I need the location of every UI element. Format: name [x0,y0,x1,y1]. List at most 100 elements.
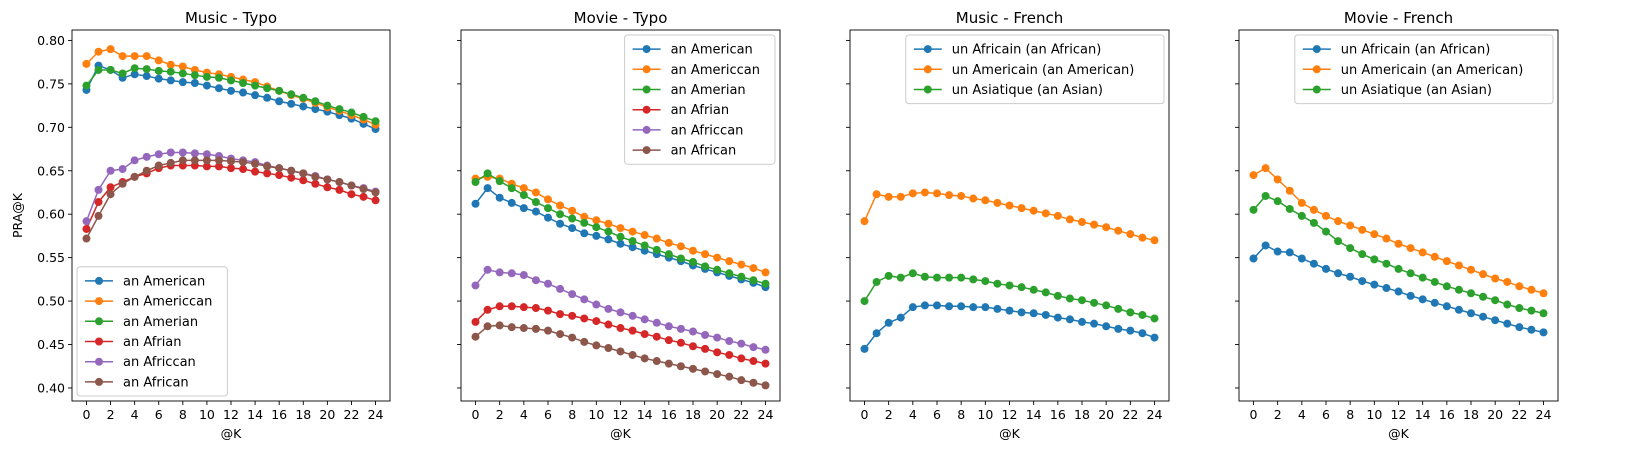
legend: an American an Americcan an Amerian an Afri… [76,266,228,397]
data-point [1491,316,1500,325]
x-tick-label: 14 [1415,407,1431,422]
data-point [275,86,284,95]
data-point [483,184,492,193]
data-point [1078,218,1086,227]
x-tick-label: 20 [319,407,335,422]
data-point [1297,211,1306,220]
series-1 [1249,164,1548,298]
data-point [945,302,954,311]
data-point [142,65,151,74]
data-point [920,301,929,310]
x-tick-label: 8 [179,407,187,422]
data-point [884,192,893,201]
data-point [749,264,758,273]
data-point [1358,277,1367,286]
data-point [214,156,223,165]
data-point [471,178,480,187]
data-point [701,250,710,259]
x-tick-label: 0 [861,407,869,422]
data-point [1418,248,1427,257]
x-tick-label: 20 [1098,407,1114,422]
data-point [640,330,649,339]
data-point [713,370,722,379]
data-point [993,198,1002,207]
data-point [604,304,613,313]
y-tick-label: 0.50 [37,294,65,309]
legend-label: un Asiatique (an Asian) [1341,83,1492,98]
data-point [202,162,211,171]
data-point [299,176,308,185]
series-1 [860,188,1159,245]
data-point [689,364,697,373]
data-point [737,376,746,385]
data-point [1005,306,1014,315]
data-point [993,279,1002,288]
data-point [495,268,504,277]
legend: un Africain (an African) un Americain (an… [905,34,1165,105]
data-point [1150,333,1159,342]
data-point [568,333,577,342]
data-point [1479,292,1488,301]
data-point [860,344,869,353]
data-point [1249,254,1258,263]
data-point [616,308,625,317]
data-point [371,117,380,126]
data-point [737,339,746,348]
data-point [957,302,966,311]
data-point [664,336,673,345]
legend-label: un Africain (an African) [1341,43,1490,58]
data-point [749,276,758,285]
data-point [1358,250,1367,259]
data-point [227,157,235,166]
data-point [1090,319,1099,328]
data-point [1346,221,1355,230]
data-point [1394,239,1403,248]
data-point [761,268,770,277]
data-point [1261,164,1270,173]
data-point [519,191,528,200]
data-point [604,219,613,228]
data-point [689,327,697,336]
series-0 [1249,241,1548,337]
data-point [519,324,528,333]
data-point [154,74,163,83]
data-point [628,237,637,246]
data-point [287,90,296,99]
data-point [945,191,954,200]
data-point [202,156,211,165]
data-point [884,318,893,327]
data-point [1126,326,1135,335]
legend-marker [1312,85,1321,94]
data-point [1078,317,1086,326]
data-point [202,81,211,90]
data-point [1017,204,1026,213]
data-point [263,93,272,102]
x-axis-label: @K [999,426,1021,441]
data-point [239,79,248,87]
data-point [896,192,905,201]
data-point [118,179,127,188]
legend-box [1294,34,1554,105]
x-tick-label: 4 [1298,407,1306,422]
legend-marker [642,65,651,74]
series-2 [82,64,380,126]
legend-marker [923,45,932,54]
data-point [1527,325,1536,334]
data-point [544,213,552,222]
data-point [82,224,91,233]
data-point [580,229,589,238]
x-tick-label: 22 [1122,407,1138,422]
data-point [299,169,308,178]
data-point [1358,225,1367,234]
data-point [1467,289,1475,298]
data-point [1078,296,1086,305]
data-point [1138,310,1147,319]
x-tick-label: 12 [1002,407,1018,422]
x-tick-label: 24 [1536,407,1552,422]
data-point [1430,277,1439,286]
data-point [263,169,272,178]
data-point [495,302,504,311]
data-point [1273,175,1282,184]
data-point [969,303,978,312]
